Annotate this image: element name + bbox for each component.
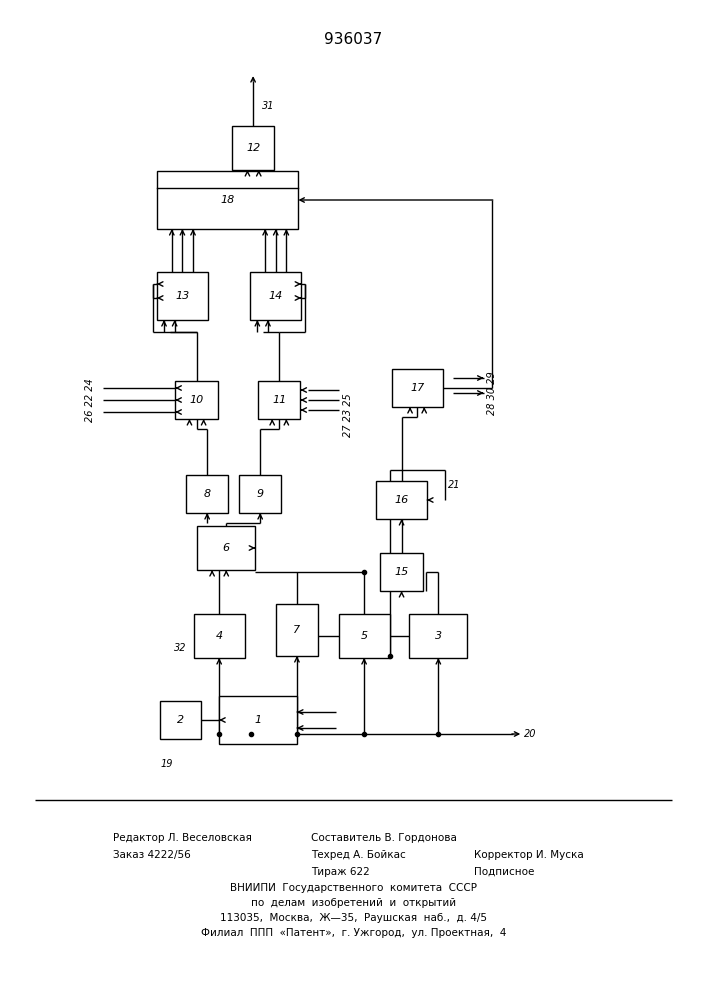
Bar [157,171,298,229]
Text: 7: 7 [293,625,300,635]
Text: 17: 17 [410,383,424,393]
Text: Корректор И. Муска: Корректор И. Муска [474,850,583,860]
Bar [219,696,297,744]
Text: 20: 20 [524,729,537,739]
Text: 28 30 29: 28 30 29 [487,371,497,415]
Text: 15: 15 [395,567,409,577]
Text: 19: 19 [160,759,173,769]
Bar [197,526,255,570]
Bar [258,381,300,419]
Bar [239,475,281,513]
Text: Редактор Л. Веселовская: Редактор Л. Веселовская [113,833,252,843]
Text: 32: 32 [174,643,187,653]
Bar [186,475,228,513]
Bar [250,272,301,320]
Text: Филиал  ППП  «Патент»,  г. Ужгород,  ул. Проектная,  4: Филиал ППП «Патент», г. Ужгород, ул. Про… [201,928,506,938]
Text: 8: 8 [204,489,211,499]
Text: 21: 21 [448,480,461,490]
Text: 18: 18 [221,195,235,205]
Bar [376,481,427,519]
Text: ВНИИПИ  Государственного  комитета  СССР: ВНИИПИ Государственного комитета СССР [230,883,477,893]
Bar [380,553,423,591]
Text: 113035,  Москва,  Ж—35,  Раушская  наб.,  д. 4/5: 113035, Москва, Ж—35, Раушская наб., д. … [220,913,487,923]
Text: Тираж 622: Тираж 622 [311,867,370,877]
Text: 5: 5 [361,631,368,641]
Text: 13: 13 [175,291,189,301]
Text: по  делам  изобретений  и  открытий: по делам изобретений и открытий [251,898,456,908]
Text: 9: 9 [257,489,264,499]
Text: 6: 6 [223,543,230,553]
Text: Техред А. Бойкас: Техред А. Бойкас [311,850,406,860]
Bar [157,272,208,320]
Text: 2: 2 [177,715,184,725]
Text: Заказ 4222/56: Заказ 4222/56 [113,850,191,860]
Bar [392,369,443,407]
Bar [175,381,218,419]
Text: 3: 3 [435,631,442,641]
Bar [339,614,390,658]
Text: 1: 1 [255,715,262,725]
Bar [194,614,245,658]
Bar [276,604,318,656]
Text: Подписное: Подписное [474,867,534,877]
Text: 11: 11 [272,395,286,405]
Text: 4: 4 [216,631,223,641]
Text: 26 22 24: 26 22 24 [86,378,95,422]
Text: 12: 12 [246,143,260,153]
Bar [160,701,201,739]
Text: 14: 14 [269,291,283,301]
Bar [409,614,467,658]
Text: 27 23 25: 27 23 25 [343,393,353,437]
Bar [232,126,274,170]
Text: 10: 10 [189,395,204,405]
Text: 16: 16 [395,495,409,505]
Text: 936037: 936037 [325,32,382,47]
Text: Составитель В. Гордонова: Составитель В. Гордонова [311,833,457,843]
Text: 31: 31 [262,101,274,111]
